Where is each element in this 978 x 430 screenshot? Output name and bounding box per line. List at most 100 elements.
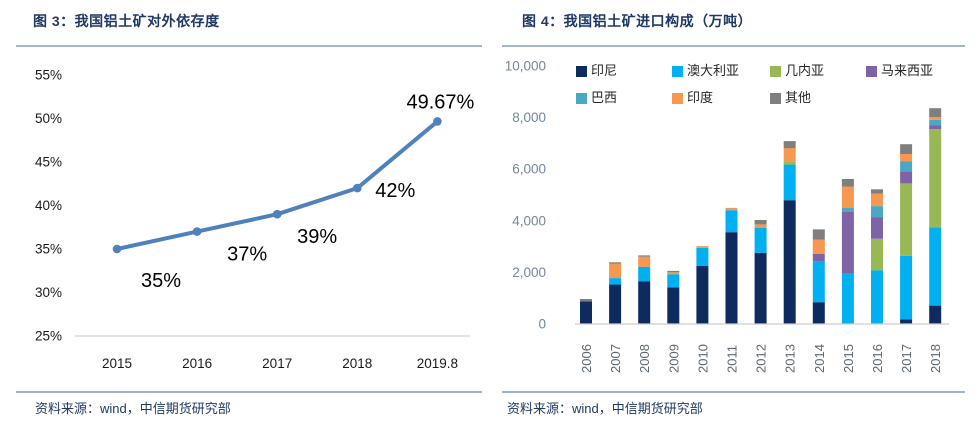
data-point-label: 39% [297,226,337,248]
y-tick-label: 25% [35,329,62,344]
legend-item: 其他 [770,91,811,105]
bar-segment [754,220,767,225]
bar-segment [900,144,913,154]
bar-segment [929,108,942,118]
bar-segment [871,193,883,207]
figure-3-source-divider [16,391,482,393]
y-tick-label: 4,000 [512,213,546,228]
figure-4-source: 资料来源：wind，中信期货研究部 [507,401,703,416]
figure-3-panel: 图 3：我国铝土矿对外依存度 55% 50% 45% 40% 35% 30% 25% 2015… [16,13,482,416]
legend-swatch [672,92,683,104]
y-tick-label: 30% [35,285,62,300]
x-tick-label: 2014 [812,344,827,373]
legend-item: 印度 [672,91,713,105]
legend-label: 澳大利亚 [687,63,740,78]
data-point-marker [272,209,282,219]
legend-label: 印度 [687,90,714,105]
legend-swatch [866,65,877,77]
data-point-marker [112,244,122,254]
bar-segment [871,238,883,271]
bar-segment [638,255,651,257]
x-tick-label: 2007 [608,344,623,373]
bar-segment [754,252,767,324]
bar-segment [841,186,854,208]
bar-segment [667,272,680,275]
bar-segment [609,262,622,264]
bar-segment [929,305,942,324]
bar-segment [667,270,680,273]
bar-segment [812,253,825,262]
x-tick-label: 2011 [725,345,740,373]
bar-segment [929,125,942,130]
x-tick-label: 2010 [695,344,710,373]
data-point-label: 37% [227,244,267,266]
legend-label: 几内亚 [785,63,825,78]
bar-segment [929,227,942,306]
data-point-marker [353,183,362,193]
bar-segment [841,211,854,274]
x-tick-label: 2016 [870,344,885,373]
figure-4-source-divider [502,391,965,393]
bar-segment [929,119,942,126]
bar-segment [841,207,854,212]
y-tick-label: 35% [35,242,62,257]
data-point-label: 42% [375,180,415,202]
x-tick-label: 2018 [342,356,372,371]
x-tick-label: 2017 [899,344,914,373]
y-tick-label: 8,000 [512,110,546,125]
bar-segment [783,148,796,162]
bar-segment [812,302,825,324]
legend-label: 巴西 [591,90,618,105]
bar-segment [725,210,738,233]
y-tick-label: 2,000 [512,265,546,280]
bauxite-import-stacked-bar-chart: 10,000 8,000 6,000 4,000 2,000 0 2006 2007 2008 2… [489,0,978,430]
data-point-label: 49.67% [406,91,474,113]
bar-segment [929,117,942,120]
figure-3-source: 资料来源：wind，中信期货研究部 [35,401,231,416]
y-tick-label: 55% [35,68,62,83]
bar-segment [929,129,942,228]
x-tick-label: 2016 [182,356,212,371]
y-tick-label: 10,000 [505,59,546,74]
bar-segment [812,261,825,303]
legend-swatch [770,65,781,77]
bar-segment [783,161,796,165]
bar-segment [667,274,680,288]
y-tick-label: 50% [35,111,62,126]
bar-segment [841,273,854,324]
bar-segment [754,228,767,253]
bar-segment [841,179,854,187]
bar-segment [900,154,913,162]
x-tick-label: 2008 [637,344,652,373]
legend-item: 几内亚 [770,64,824,78]
bar-segment [900,183,913,256]
bar-segment [900,171,913,184]
bar-segment [871,270,883,324]
x-tick-label: 2017 [262,356,292,371]
bar-chart-legend: 印尼 澳大利亚 几内亚 马来西亚 巴西 印度 其他 [489,0,978,120]
legend-label: 马来西亚 [881,63,934,78]
y-tick-label: 0 [538,317,546,332]
bar-segment [609,278,622,285]
x-tick-label: 2006 [579,344,594,373]
bar-segment [871,189,883,194]
legend-swatch [770,92,781,104]
bar-segment [638,266,651,282]
y-tick-label: 45% [35,155,62,170]
legend-item: 澳大利亚 [672,64,739,78]
bar-segment [638,281,651,324]
data-point-marker [192,227,202,236]
bauxite-dependency-line-chart: 55% 50% 45% 40% 35% 30% 25% 2015 2016 2017 2018 201… [35,68,475,372]
legend-swatch [576,92,587,104]
bar-segment [900,319,913,324]
bar-segment [696,246,709,248]
figure-4-panel: 图 4：我国铝土矿进口构成（万吨） 10,000 8,000 6,000 4,000 2… [489,0,978,430]
bar-segment [900,255,913,320]
figure-4-title: 图 4：我国铝土矿进口构成（万吨） [522,13,753,29]
y-tick-label: 6,000 [512,162,546,177]
bar-segment [871,217,883,239]
bar-segment [580,299,592,302]
bar-segment [783,141,796,149]
y-tick-label: 40% [35,198,62,213]
